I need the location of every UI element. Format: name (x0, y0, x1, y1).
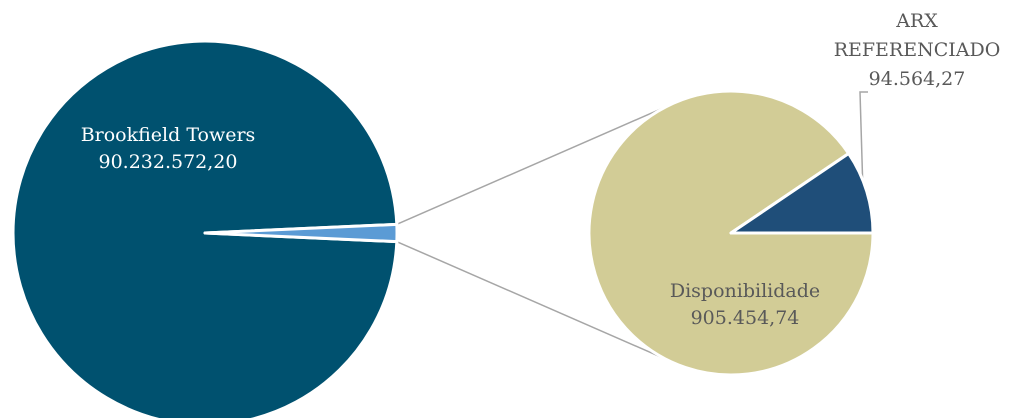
connector-line-bottom (396, 240, 683, 368)
slice-arx-referenciado (729, 152, 875, 235)
main-pie (11, 39, 399, 418)
leader-line-arx-referenciado (859, 91, 868, 193)
slice-label-arx-referenciado: ARX REFERENCIADO 94.564,27 (834, 10, 1001, 90)
slice-name-arx-line2: REFERENCIADO (834, 39, 1001, 61)
slice-value-disponibilidade: 905.454,74 (691, 307, 800, 329)
slice-name-disponibilidade: Disponibilidade (670, 280, 820, 302)
secondary-pie (587, 89, 875, 377)
slice-value-brookfield-towers: 90.232.572,20 (98, 151, 237, 173)
connector-line-top (396, 98, 683, 226)
slice-brookfield-towers (11, 39, 399, 418)
slice-name-brookfield-towers: Brookfield Towers (81, 124, 256, 146)
connector-lines (396, 91, 868, 368)
slice-name-arx-line1: ARX (895, 10, 938, 32)
slice-label-brookfield-towers: Brookfield Towers 90.232.572,20 (81, 124, 256, 173)
slice-exploded-portion (203, 222, 399, 244)
slice-label-disponibilidade: Disponibilidade 905.454,74 (670, 280, 820, 329)
slice-value-arx-referenciado: 94.564,27 (869, 68, 966, 90)
